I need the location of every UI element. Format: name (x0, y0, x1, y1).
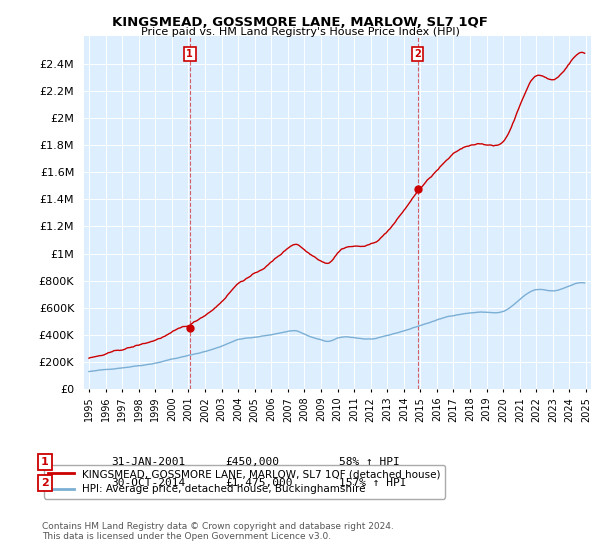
Text: 157% ↑ HPI: 157% ↑ HPI (339, 478, 407, 488)
Text: 1: 1 (187, 49, 193, 59)
Text: 1: 1 (41, 457, 49, 467)
Text: 2: 2 (414, 49, 421, 59)
Text: 2: 2 (41, 478, 49, 488)
Text: Price paid vs. HM Land Registry's House Price Index (HPI): Price paid vs. HM Land Registry's House … (140, 27, 460, 37)
Text: £450,000: £450,000 (225, 457, 279, 467)
Text: 31-JAN-2001: 31-JAN-2001 (111, 457, 185, 467)
Legend: KINGSMEAD, GOSSMORE LANE, MARLOW, SL7 1QF (detached house), HPI: Average price, : KINGSMEAD, GOSSMORE LANE, MARLOW, SL7 1Q… (44, 465, 445, 498)
Text: £1,475,000: £1,475,000 (225, 478, 293, 488)
Text: KINGSMEAD, GOSSMORE LANE, MARLOW, SL7 1QF: KINGSMEAD, GOSSMORE LANE, MARLOW, SL7 1Q… (112, 16, 488, 29)
Text: Contains HM Land Registry data © Crown copyright and database right 2024.
This d: Contains HM Land Registry data © Crown c… (42, 522, 394, 542)
Text: 58% ↑ HPI: 58% ↑ HPI (339, 457, 400, 467)
Text: 30-OCT-2014: 30-OCT-2014 (111, 478, 185, 488)
